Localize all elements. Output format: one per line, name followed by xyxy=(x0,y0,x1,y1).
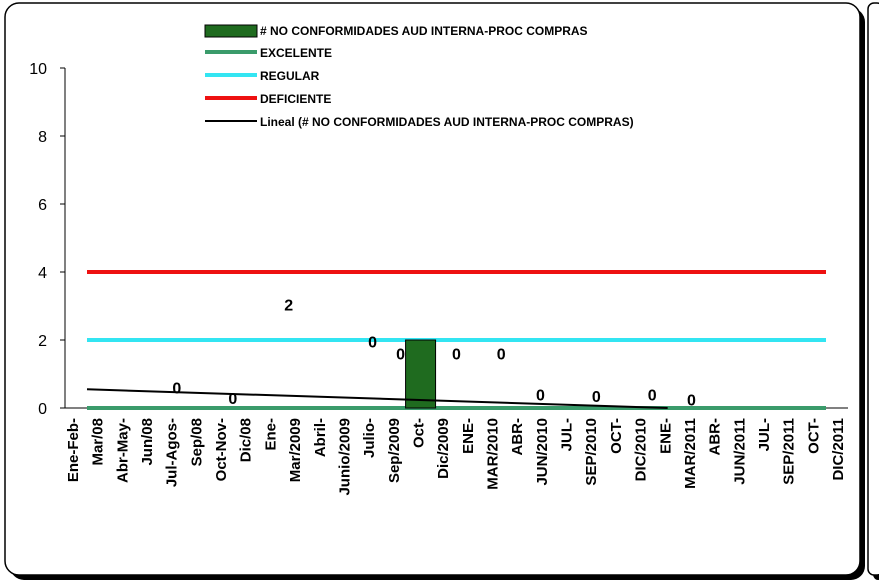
x-tick-label: ENE- xyxy=(657,418,674,454)
x-tick-label: MAR/2011 xyxy=(682,418,699,489)
x-tick-label: OCT- xyxy=(805,418,822,454)
legend-label-deficiente: DEFICIENTE xyxy=(260,92,331,106)
data-label: 0 xyxy=(228,391,237,408)
legend-label-regular: REGULAR xyxy=(260,69,320,83)
x-tick-label: ABR- xyxy=(707,418,724,456)
x-tick-label: Dic/2009 xyxy=(435,418,452,479)
legend-label-trendline: Lineal (# NO CONFORMIDADES AUD INTERNA-P… xyxy=(260,115,634,129)
x-tick-label: Abril- xyxy=(312,418,329,457)
trendline xyxy=(86,388,668,409)
x-tick-label: ENE- xyxy=(460,418,477,454)
data-label: 0 xyxy=(536,387,545,404)
x-tick-label: Junio/2009 xyxy=(336,418,353,496)
right-panel xyxy=(867,2,879,576)
y-tick-label: 0 xyxy=(38,401,47,418)
x-tick-label: SEP/2010 xyxy=(583,418,600,486)
bar xyxy=(405,339,437,409)
x-tick-label: Ene-Feb- xyxy=(65,418,82,482)
data-label: 0 xyxy=(368,335,377,352)
data-label: 2 xyxy=(284,297,293,314)
chart-border xyxy=(4,2,861,576)
data-label: 0 xyxy=(592,389,601,406)
x-tick-label: JUN/2011 xyxy=(731,418,748,485)
x-tick-label: Sep/08 xyxy=(188,418,205,466)
x-tick-label: Mar/08 xyxy=(90,418,107,466)
data-label: 0 xyxy=(452,347,461,364)
x-tick-label: OCT- xyxy=(608,418,625,454)
x-tick-label: Oct-Nov- xyxy=(213,418,230,481)
x-tick-label: MAR/2010 xyxy=(485,418,502,490)
x-tick-label: DIC/2011 xyxy=(830,418,847,481)
x-tick-label: Jul-Agos- xyxy=(164,418,181,487)
x-tick-label: Jun/08 xyxy=(139,418,156,466)
legend-label-excelente: EXCELENTE xyxy=(260,46,332,60)
x-tick-label: JUL- xyxy=(756,418,773,451)
y-tick-label: 6 xyxy=(38,197,47,214)
x-tick-label: Dic/08 xyxy=(238,418,255,462)
y-tick-label: 4 xyxy=(38,265,47,282)
y-tick-label: 8 xyxy=(38,129,47,146)
x-tick-label: Ene- xyxy=(262,418,279,451)
data-label: 0 xyxy=(172,381,181,398)
y-tick-label: 2 xyxy=(38,333,47,350)
x-tick-label: DIC/2010 xyxy=(633,418,650,481)
x-tick-label: SEP/2011 xyxy=(781,418,798,485)
x-tick-label: JUN/2010 xyxy=(534,418,551,486)
x-tick-label: Julio- xyxy=(361,418,378,458)
data-label: 0 xyxy=(497,347,506,364)
x-tick-label: ABR- xyxy=(509,418,526,456)
x-tick-label: JUL- xyxy=(559,418,576,451)
x-tick-label: Sep/2009 xyxy=(386,418,403,483)
data-label: 0 xyxy=(396,347,405,364)
x-tick-label: Abr-May- xyxy=(114,418,131,483)
x-tick-label: Oct- xyxy=(410,418,427,448)
data-label: 0 xyxy=(687,393,696,410)
legend-swatch-bar xyxy=(204,24,258,38)
x-tick-label: Mar/2009 xyxy=(287,418,304,482)
data-label: 0 xyxy=(648,387,657,404)
y-tick-label: 10 xyxy=(29,61,47,78)
legend-label-bar: # NO CONFORMIDADES AUD INTERNA-PROC COMP… xyxy=(260,24,588,38)
